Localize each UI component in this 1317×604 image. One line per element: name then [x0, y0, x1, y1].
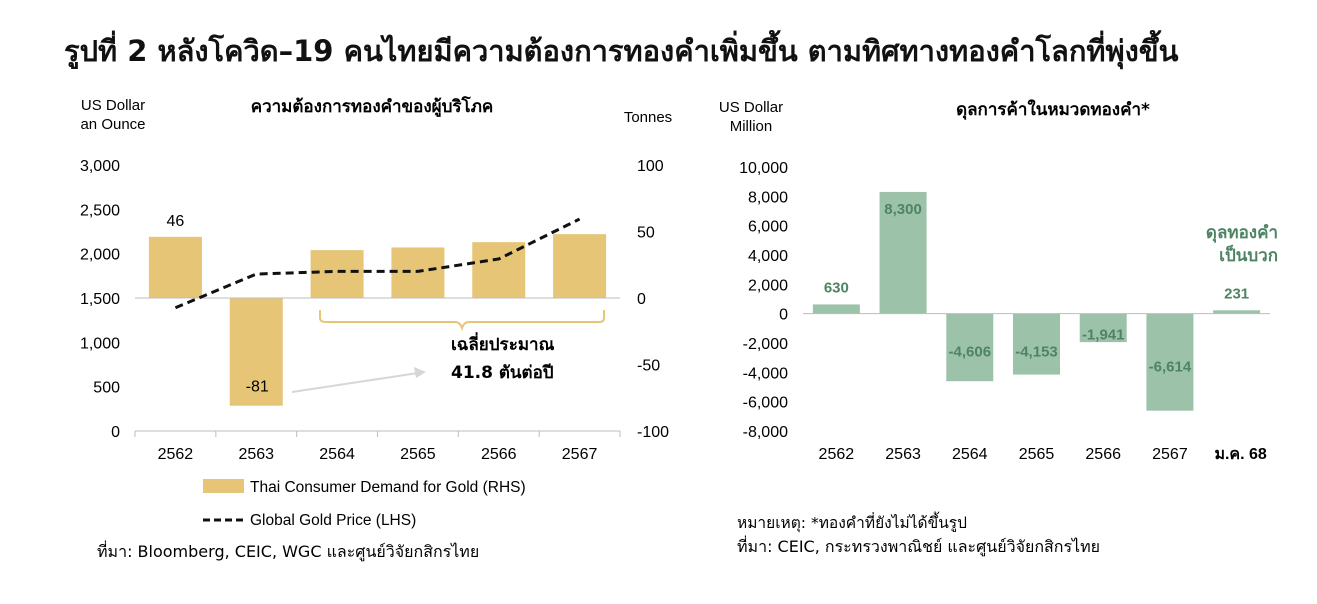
trade-balance-bar-2566 [1079, 313, 1127, 343]
trade-y-tick-label: 4,000 [748, 248, 788, 265]
left-y-tick-label: 2,000 [80, 247, 120, 264]
average-annotation-line2: 41.8 ตันต่อปี [451, 362, 554, 383]
right-y-tick-label: -100 [637, 424, 669, 441]
left-x-tick-label: 2564 [319, 446, 355, 463]
trade-value-label: -1,941 [1082, 327, 1125, 344]
figure-title: รูปที่ 2 หลังโควิด–19 คนไทยมีความต้องการ… [64, 34, 1179, 68]
trade-y-tick-label: -8,000 [743, 424, 788, 441]
left-axis-label-line2: an Ounce [80, 116, 145, 133]
demand-value-label: 46 [167, 213, 185, 230]
right-source: ที่มา: CEIC, กระทรวงพาณิชย์ และศูนย์วิจั… [737, 535, 1100, 557]
trade-value-label: -4,153 [1015, 344, 1058, 361]
right-note: หมายเหตุ: *ทองคำที่ยังไม่ได้ขึ้นรูป [737, 511, 967, 533]
demand-bar-2562 [148, 236, 202, 298]
average-bracket [319, 310, 605, 332]
left-x-tick-label: 2566 [481, 446, 517, 463]
left-y-tick-label: 500 [93, 380, 120, 397]
annotation-arrow [291, 372, 419, 393]
trade-balance-bar-2564 [946, 313, 994, 382]
right-y-tick-label: 0 [637, 291, 646, 308]
left-y-tick-label: 1,000 [80, 335, 120, 352]
right-chart-plot: 10,000 8,000 6,000 4,000 2,000 0 -2,000 -4,000 -… [739, 160, 1270, 463]
trade-value-label: -6,614 [1149, 359, 1192, 376]
trade-y-tick-label: 6,000 [748, 219, 788, 236]
left-y-tick-label: 3,000 [80, 158, 120, 175]
trade-value-label: 630 [824, 279, 849, 296]
right-y-tick-label: 100 [637, 158, 664, 175]
trade-annotation-line2: เป็นบวก [1219, 243, 1278, 266]
average-annotation-line1: เฉลี่ยประมาณ [451, 332, 555, 355]
trade-annotation-line1: ดุลทองคำ [1206, 223, 1278, 243]
trade-x-tick-label: 2562 [819, 446, 855, 463]
trade-balance-bar-2565 [1013, 313, 1060, 375]
legend-bar-swatch [203, 479, 244, 493]
trade-y-tick-label: 8,000 [748, 189, 788, 206]
left-source: ที่มา: Bloomberg, CEIC, WGC และศูนย์วิจั… [97, 540, 479, 562]
annotation-arrowhead [414, 367, 426, 378]
left-chart-title: ความต้องการทองคำของผู้บริโภค [251, 96, 494, 118]
left-axis-label-line1: US Dollar [81, 97, 145, 114]
trade-value-label: 231 [1224, 285, 1249, 302]
left-x-tick-label: 2567 [562, 446, 598, 463]
left-x-tick-label: 2563 [238, 446, 274, 463]
trade-x-tick-label: 2566 [1085, 446, 1121, 463]
trade-value-label: 8,300 [884, 201, 922, 218]
left-y-tick-label: 2,500 [80, 202, 120, 219]
right-axis-label-line2: Million [730, 118, 773, 135]
right-y-tick-label: -50 [637, 358, 660, 375]
trade-x-tick-label: 2563 [885, 446, 921, 463]
left-y-tick-label: 1,500 [80, 291, 120, 308]
trade-y-tick-label: 10,000 [739, 160, 788, 177]
right-y-tick-label: 50 [637, 225, 655, 242]
left-y-tick-label: 0 [111, 424, 120, 441]
gold-price-line [174, 217, 581, 310]
trade-value-label: -4,606 [949, 344, 992, 361]
demand-bar-2563 [229, 298, 283, 406]
trade-y-tick-label: 0 [779, 307, 788, 324]
demand-value-label: -81 [246, 379, 269, 396]
left-chart-plot: 3,0002,5002,0001,5001,0005000100500-50-1… [80, 158, 669, 463]
left-x-tick-label: 2562 [158, 446, 194, 463]
trade-balance-bar-2562 [812, 304, 860, 314]
trade-balance-bar-ม.ค. 68 [1213, 310, 1261, 314]
demand-bar-2566 [472, 242, 526, 298]
legend-bar-label: Thai Consumer Demand for Gold (RHS) [250, 479, 526, 496]
trade-x-tick-label: 2564 [952, 446, 988, 463]
demand-bar-2564 [310, 250, 364, 298]
left-x-tick-label: 2565 [400, 446, 436, 463]
trade-balance-bar-2563 [879, 191, 927, 314]
right-axis-label: Tonnes [624, 109, 672, 126]
trade-y-tick-label: -4,000 [743, 365, 788, 382]
legend-line-label: Global Gold Price (LHS) [250, 512, 416, 529]
trade-x-tick-label: 2567 [1152, 446, 1188, 463]
trade-y-tick-label: -2,000 [743, 336, 788, 353]
trade-y-tick-label: 2,000 [748, 277, 788, 294]
trade-balance-bar-2567 [1146, 313, 1194, 411]
trade-x-tick-label: ม.ค. 68 [1214, 446, 1266, 463]
right-chart-title: ดุลการค้าในหมวดทองคำ* [956, 99, 1150, 120]
demand-bar-2567 [553, 234, 607, 298]
trade-x-tick-label: 2565 [1019, 446, 1055, 463]
right-axis-label-line1: US Dollar [719, 99, 783, 116]
trade-y-tick-label: -6,000 [743, 395, 788, 412]
